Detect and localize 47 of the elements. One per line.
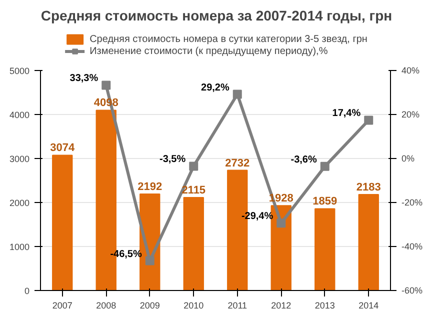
y-tick-label: 4000 <box>9 110 30 120</box>
data-label: 2732 <box>225 157 250 170</box>
chart-title: Средняя стоимость номера за 2007-2014 годы, грн <box>40 8 392 24</box>
x-tick-label: 2009 <box>140 300 160 310</box>
bar <box>358 194 379 290</box>
data-label: 29,2% <box>201 82 230 94</box>
point <box>232 90 242 99</box>
y2-tick-label: -60% <box>402 286 423 296</box>
x-tick-label: 2012 <box>271 300 292 310</box>
y-tick-label: 0 <box>24 286 30 296</box>
x-tick-label: 2013 <box>314 300 335 310</box>
y2-tick-label: -20% <box>402 198 423 208</box>
point <box>189 162 198 171</box>
x-tick-label: 2007 <box>52 300 72 310</box>
data-label: 2192 <box>138 181 162 194</box>
y2-tick-label: 20% <box>402 110 420 120</box>
y-tick-label: 5000 <box>9 66 30 76</box>
data-label: 17,4% <box>332 108 361 120</box>
x-tick-label: 2011 <box>228 300 248 310</box>
x-tick-label: 2008 <box>96 300 116 310</box>
legend-label: Изменение стоимости (к предыдущему периоду),% <box>90 45 328 57</box>
x-tick-label: 2014 <box>358 300 379 310</box>
point <box>145 256 154 266</box>
y-tick-label: 1000 <box>9 242 30 252</box>
y2-tick-label: 0% <box>402 154 415 164</box>
point <box>320 162 330 171</box>
data-label: 1859 <box>312 196 338 208</box>
bar <box>52 154 73 290</box>
bar <box>314 208 336 290</box>
y2-tick-label: -40% <box>402 242 423 252</box>
x-tick-label: 2010 <box>184 300 204 310</box>
y-tick-label: 3000 <box>9 154 30 164</box>
data-label: 2183 <box>356 181 381 194</box>
y2-tick-label: 40% <box>402 66 420 76</box>
point <box>276 218 286 228</box>
legend-label: Средняя стоимость номера в сутки категории 3-5 звезд, грн <box>90 33 368 45</box>
data-label: -3,6% <box>290 154 317 166</box>
data-label: 4098 <box>94 97 118 110</box>
data-label: 1928 <box>268 192 294 205</box>
bar <box>183 196 204 290</box>
y-tick-label: 2000 <box>9 198 30 208</box>
data-label: 3074 <box>50 142 76 154</box>
data-label: 33,3% <box>70 73 98 84</box>
data-label: -3,5% <box>160 154 186 166</box>
point <box>364 116 374 125</box>
data-label: 2115 <box>182 184 206 196</box>
point <box>102 80 111 90</box>
